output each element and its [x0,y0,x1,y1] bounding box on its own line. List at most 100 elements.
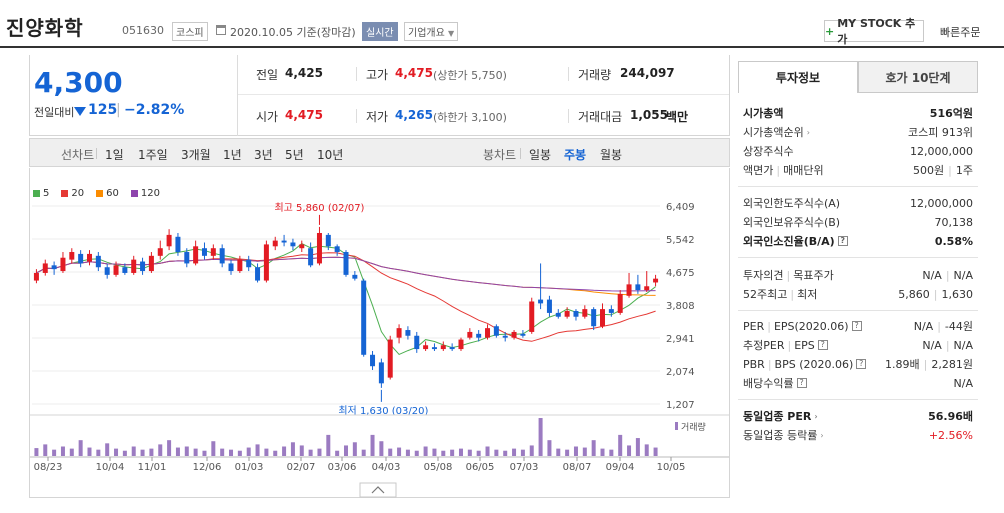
volume-bar [600,448,605,456]
candle-body [51,265,57,270]
candle-monthly[interactable]: 월봉 [600,148,623,162]
high-label: 고가 [366,68,389,82]
volume-bar [175,447,180,456]
y-tick-label: 6,409 [666,202,695,213]
volume-bar [78,440,83,456]
down-triangle-icon [74,107,86,116]
stats-row-divider [238,94,729,95]
candle-body [635,284,641,291]
tab-order-book[interactable]: 호가 10단계 [858,61,978,93]
candle-weekly[interactable]: 주봉 [564,148,587,162]
candle-body [431,347,437,350]
upper-limit: (상한가 5,750) [433,69,507,82]
candle-body [334,246,340,253]
ma-legend: 5 20 60 120 [33,188,160,199]
candle-body [175,236,181,253]
volume-bar [131,446,136,456]
col-separator [568,109,569,123]
period-5y[interactable]: 5년 [285,148,304,162]
candle-daily[interactable]: 일봉 [529,148,552,162]
corp-overview-dropdown[interactable]: 기업개요 ▼ [404,22,459,41]
volume-bar [591,440,596,456]
candle-body [228,263,234,272]
candle-body [644,286,650,291]
plus-icon: + [825,24,835,38]
help-icon[interactable]: ? [851,321,862,331]
volume-bar [158,444,163,456]
volume-bar [34,448,39,456]
help-icon[interactable]: ? [796,378,807,388]
y-tick-label: 5,542 [666,235,695,246]
chevron-right-icon: › [814,411,818,421]
candle-body [33,272,39,281]
help-icon[interactable]: ? [817,340,828,350]
header-divider [0,46,1004,48]
candle-body [546,299,552,313]
candle-body [387,339,393,378]
open-value: 4,475 [285,108,323,122]
chart-scroll-handle [359,482,397,498]
col-separator [568,67,569,81]
candle-body [219,248,225,264]
volume-bar [149,448,154,456]
volume-value: 244,097 [620,66,675,80]
volume-bar [361,449,366,456]
volume-bar [547,440,552,456]
live-button[interactable]: 실시간 [362,22,398,41]
sector-per-row[interactable]: 동일업종 PER › 56.96배 [743,410,973,423]
section-divider [738,257,978,258]
candle-body [325,234,331,247]
volume-bar [370,434,375,456]
volume-bar [565,449,570,456]
tab-invest-info[interactable]: 투자정보 [738,61,858,93]
candle-body [42,263,48,273]
volume-bar [122,450,127,456]
volume-bar [458,448,463,456]
period-3y[interactable]: 3년 [254,148,273,162]
foreign-ratio-row: 외국인소진율(B/A)? 0.58% [743,234,973,249]
candle-body [538,299,544,304]
period-1d[interactable]: 1일 [105,148,124,162]
help-icon[interactable]: ? [837,236,848,246]
candle-body [370,354,376,367]
volume-bar [494,449,499,456]
pbr-row: PBR | BPS (2020.06)? 1.89배 | 2,281원 [743,357,973,372]
volume-bar [140,449,145,456]
period-3m[interactable]: 3개월 [181,148,211,162]
candle-body [511,331,517,338]
shares-row: 상장주식수 12,000,000 [743,144,973,159]
face-unit-row: 액면가 | 매매단위 500원 | 1주 [743,163,973,178]
volume-bar [105,443,110,456]
market-cap-row: 시가총액 516억원 [743,107,973,120]
candle-body [210,248,216,256]
my-stock-add-button[interactable]: + MY STOCK 추가 [824,17,924,46]
volume-bar [423,446,428,456]
volume-bar [60,446,65,456]
x-tick-label: 08/07 [563,462,592,473]
candle-body [591,309,597,327]
volume-bar [573,446,578,456]
volume-bar [273,450,278,456]
price-chart[interactable]: 6,409 5,542 4,675 3,808 2,941 2,074 1,207 최고 5,… [30,168,729,498]
candle-body [184,252,190,264]
period-1w[interactable]: 1주일 [138,148,168,162]
volume-bar [397,447,402,456]
help-icon[interactable]: ? [856,359,867,369]
candle-body [467,331,473,338]
candle-body [423,345,429,350]
candle-body [485,328,491,338]
quick-order-button[interactable]: 빠른주문 [940,26,981,39]
sector-change-row[interactable]: 동일업종 등락률 › +2.56% [743,428,973,443]
volume-bar [282,446,287,456]
x-tick-label: 09/04 [606,462,635,473]
volume-bar [255,444,260,456]
candle-body [299,244,305,249]
volume-bar [220,448,225,456]
price-panel [29,55,730,136]
base-date: 2020.10.05 기준(장마감) [230,26,356,39]
low-value: 4,265 [395,108,433,122]
period-10y[interactable]: 10년 [317,148,344,162]
cap-rank-row[interactable]: 시가총액순위 › 코스피 913위 [743,126,973,139]
prev-change-label: 전일대비 [34,106,75,119]
period-1y[interactable]: 1년 [223,148,242,162]
